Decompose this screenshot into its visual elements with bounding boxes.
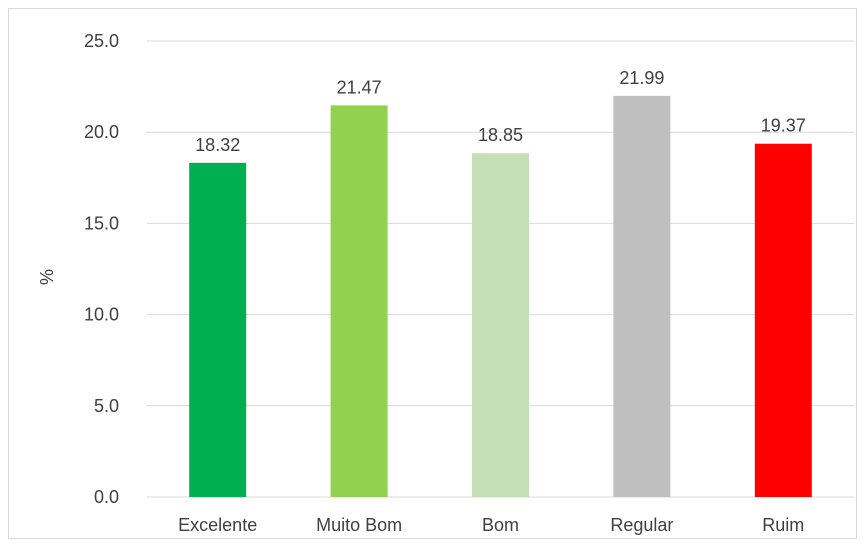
data-label: 21.47 xyxy=(337,77,382,97)
y-axis-label: % xyxy=(37,269,57,285)
bar-muito-bom xyxy=(330,105,388,497)
bar-ruim xyxy=(754,143,812,497)
x-axis-tick-labels: Excelente Muito Bom Bom Regular Ruim xyxy=(178,515,804,535)
x-tick-label: Bom xyxy=(482,515,519,535)
x-tick-label: Muito Bom xyxy=(316,515,402,535)
x-tick-label: Regular xyxy=(610,515,673,535)
y-tick-label: 10.0 xyxy=(84,305,119,325)
bar-excelente xyxy=(189,162,247,497)
data-label: 18.85 xyxy=(478,125,523,145)
bar-regular xyxy=(613,95,671,497)
chart-frame: 0.0 5.0 10.0 15.0 20.0 25.0 18.32 21.47 18.85 21… xyxy=(8,8,857,539)
data-label: 18.32 xyxy=(195,135,240,155)
y-tick-label: 0.0 xyxy=(94,487,119,507)
y-tick-label: 5.0 xyxy=(94,396,119,416)
data-labels: 18.32 21.47 18.85 21.99 19.37 xyxy=(195,68,806,155)
y-axis-tick-labels: 0.0 5.0 10.0 15.0 20.0 25.0 xyxy=(84,31,119,507)
y-tick-label: 20.0 xyxy=(84,122,119,142)
data-label: 19.37 xyxy=(761,116,806,136)
bars xyxy=(189,95,812,497)
y-tick-label: 15.0 xyxy=(84,213,119,233)
y-tick-label: 25.0 xyxy=(84,31,119,51)
x-tick-label: Excelente xyxy=(178,515,257,535)
data-label: 21.99 xyxy=(619,68,664,88)
bar-bom xyxy=(472,153,529,497)
bar-chart: 0.0 5.0 10.0 15.0 20.0 25.0 18.32 21.47 18.85 21… xyxy=(37,31,854,535)
x-tick-label: Ruim xyxy=(762,515,804,535)
